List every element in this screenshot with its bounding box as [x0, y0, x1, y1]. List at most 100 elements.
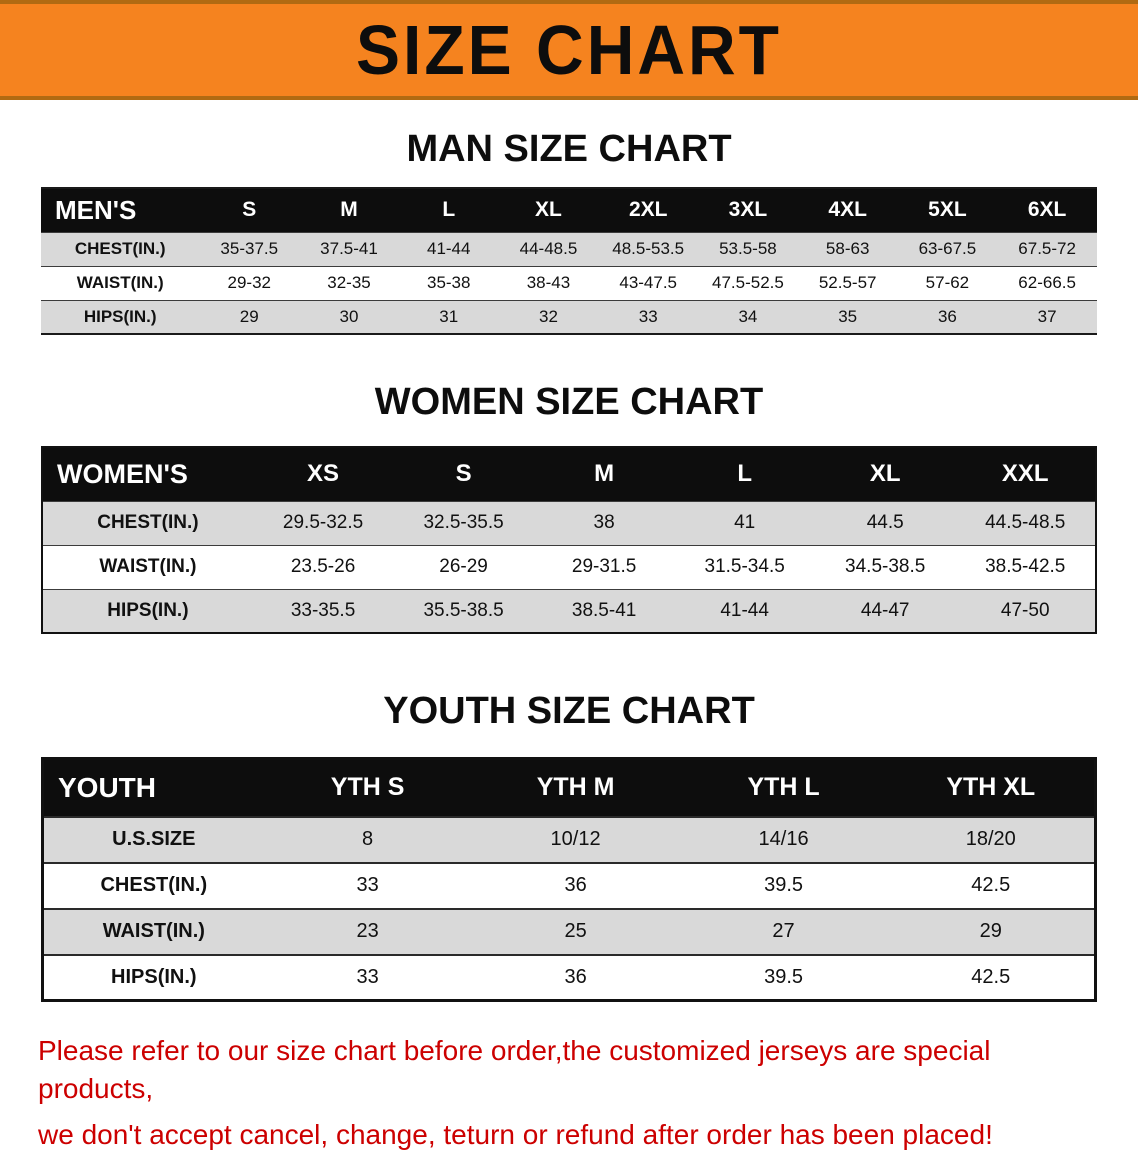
table-header-row: MEN'S S M L XL 2XL 3XL 4XL 5XL 6XL — [41, 188, 1097, 232]
value-cell: 36 — [564, 874, 587, 896]
value-cell: 23.5-26 — [290, 556, 356, 577]
row-label-cell: WAIST(IN.) — [76, 273, 164, 292]
value-cell: 32-35 — [327, 273, 371, 292]
table-row: CHEST(IN.) 35-37.5 37.5-41 41-44 44-48.5 48.5… — [41, 232, 1097, 266]
value-cell: 31.5-34.5 — [704, 556, 785, 577]
table-header-row: WOMEN'S XS S M L XL XXL — [42, 447, 1096, 501]
value-cell: 26-29 — [439, 556, 488, 577]
women-size-table: WOMEN'S XS S M L XL XXL CHEST(IN.) 29.5-32.5 32.5… — [41, 446, 1097, 634]
row-label-cell: CHEST(IN.) — [74, 239, 166, 258]
table-row: U.S.SIZE 8 10/12 14/16 18/20 — [42, 816, 1096, 863]
table-row: HIPS(IN.) 33-35.5 35.5-38.5 38.5-41 41-44 44-… — [42, 589, 1096, 633]
size-header-cell: 6XL — [997, 188, 1097, 232]
value-cell: 38 — [593, 512, 615, 533]
value-cell: 25 — [564, 920, 587, 942]
value-cell: 52.5-57 — [818, 273, 877, 292]
row-label-cell: HIPS(IN.) — [107, 599, 189, 621]
size-header-cell: YTH S — [263, 758, 472, 817]
value-cell: 39.5 — [764, 874, 804, 896]
table-title-cell: WOMEN'S — [42, 447, 253, 501]
size-header-cell: 5XL — [897, 188, 998, 232]
value-cell: 67.5-72 — [1018, 239, 1076, 258]
women-section-heading: WOMEN SIZE CHART — [374, 381, 764, 423]
size-header-cell: YTH M — [471, 758, 680, 817]
table-row: CHEST(IN.) 33 36 39.5 42.5 — [42, 862, 1096, 909]
size-header-cell: XL — [498, 188, 599, 232]
size-header-cell: YTH L — [679, 758, 888, 817]
value-cell: 30 — [339, 306, 359, 326]
table-row: CHEST(IN.) 29.5-32.5 32.5-35.5 38 41 44.5 44.5… — [42, 501, 1096, 545]
disclaimer: Please refer to our size chart before or… — [38, 1032, 1100, 1153]
women-size-section: WOMEN SIZE CHART WOMEN'S XS S M L XL XXL CHEST(… — [0, 381, 1138, 634]
size-header-cell: M — [299, 188, 399, 232]
value-cell: 35 — [838, 306, 858, 326]
value-cell: 41-44 — [426, 239, 471, 258]
row-label-cell: WAIST(IN.) — [99, 556, 197, 577]
value-cell: 33 — [356, 965, 379, 988]
value-cell: 41-44 — [720, 599, 769, 621]
table-title-cell: MEN'S — [41, 188, 200, 232]
row-label-cell: CHEST(IN.) — [100, 874, 208, 896]
value-cell: 36 — [564, 965, 587, 988]
table-row: WAIST(IN.) 29-32 32-35 35-38 38-43 43-47.5 47.… — [41, 266, 1097, 300]
disclaimer-line-2: we don't accept cancel, change, teturn o… — [38, 1118, 993, 1150]
value-cell: 34 — [738, 306, 758, 326]
youth-size-section: YOUTH SIZE CHART YOUTH YTH S YTH M YTH L YTH… — [0, 690, 1138, 1002]
value-cell: 39.5 — [764, 965, 804, 988]
value-cell: 8 — [362, 828, 374, 850]
value-cell: 14/16 — [758, 828, 809, 850]
value-cell: 44-48.5 — [519, 239, 578, 258]
size-header-cell: XL — [814, 447, 956, 501]
men-section-heading: MAN SIZE CHART — [406, 128, 732, 170]
value-cell: 41 — [734, 512, 756, 533]
value-cell: 44.5-48.5 — [985, 512, 1066, 533]
value-cell: 36 — [937, 306, 957, 326]
size-header-cell: S — [199, 188, 300, 232]
table-row: HIPS(IN.) 29 30 31 32 33 34 35 36 37 — [41, 300, 1097, 334]
youth-section-heading: YOUTH SIZE CHART — [383, 690, 755, 732]
value-cell: 10/12 — [550, 828, 601, 850]
row-label-cell: HIPS(IN.) — [111, 965, 197, 988]
value-cell: 23 — [356, 920, 379, 942]
size-chart-sections: MAN SIZE CHART MEN'S S M L XL 2XL 3XL 4XL 5XL 6XL… — [0, 128, 1138, 1002]
value-cell: 33-35.5 — [290, 599, 356, 621]
value-cell: 37.5-41 — [320, 239, 378, 258]
table-header-row: YOUTH YTH S YTH M YTH L YTH XL — [42, 758, 1096, 817]
men-size-table: MEN'S S M L XL 2XL 3XL 4XL 5XL 6XL CHEST(IN.) 35-37… — [41, 187, 1097, 335]
size-header-cell: YTH XL — [887, 758, 1096, 817]
size-header-cell: L — [398, 188, 499, 232]
value-cell: 44.5 — [866, 512, 904, 533]
value-cell: 38-43 — [526, 273, 571, 292]
value-cell: 29-32 — [227, 273, 271, 292]
men-size-section: MAN SIZE CHART MEN'S S M L XL 2XL 3XL 4XL 5XL 6XL… — [0, 128, 1138, 335]
value-cell: 35.5-38.5 — [423, 599, 504, 621]
value-cell: 33 — [638, 306, 658, 326]
value-cell: 37 — [1037, 306, 1057, 326]
value-cell: 27 — [772, 920, 795, 942]
row-label-cell: CHEST(IN.) — [97, 512, 199, 533]
value-cell: 62-66.5 — [1018, 273, 1076, 292]
value-cell: 42.5 — [971, 965, 1011, 988]
value-cell: 29.5-32.5 — [282, 512, 364, 533]
size-header-cell: XS — [252, 447, 394, 501]
size-header-cell: S — [393, 447, 534, 501]
value-cell: 38.5-41 — [571, 599, 637, 621]
value-cell: 43-47.5 — [619, 273, 678, 292]
page-title: SIZE CHART — [356, 11, 782, 89]
title-banner: SIZE CHART — [0, 0, 1138, 100]
table-row: WAIST(IN.) 23.5-26 26-29 29-31.5 31.5-34.5 34… — [42, 545, 1096, 589]
value-cell: 57-62 — [925, 273, 970, 292]
size-header-cell: 3XL — [698, 188, 798, 232]
value-cell: 42.5 — [971, 874, 1011, 896]
value-cell: 48.5-53.5 — [612, 239, 685, 258]
row-label-cell: HIPS(IN.) — [83, 306, 157, 326]
value-cell: 63-67.5 — [918, 239, 977, 258]
value-cell: 32.5-35.5 — [423, 512, 504, 533]
value-cell: 35-38 — [426, 273, 471, 292]
value-cell: 47-50 — [1000, 599, 1050, 621]
value-cell: 18/20 — [965, 828, 1016, 850]
value-cell: 34.5-38.5 — [845, 556, 926, 577]
table-row: HIPS(IN.) 33 36 39.5 42.5 — [42, 954, 1096, 1001]
youth-size-table: YOUTH YTH S YTH M YTH L YTH XL U.S.SIZE 8 10/12… — [41, 757, 1097, 1002]
